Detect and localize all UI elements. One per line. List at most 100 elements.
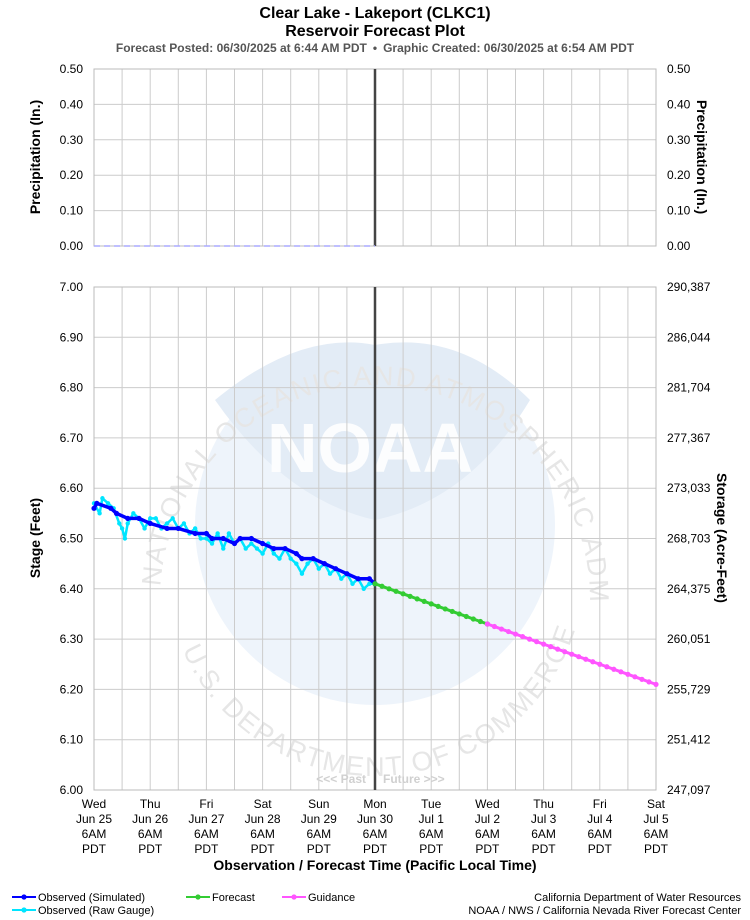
stage-y-tick-right: 247,097 — [667, 783, 711, 797]
precip-y-tick-left: 0.20 — [60, 168, 84, 182]
observed_raw-point — [226, 531, 232, 536]
stage-y-tick-left: 6.40 — [60, 582, 84, 596]
forecast-point — [386, 586, 392, 592]
x-tick-label: Jul 1 — [419, 812, 445, 826]
observed_raw-point — [350, 581, 355, 586]
x-tick-label: PDT — [194, 842, 219, 856]
x-tick-label: 6AM — [138, 827, 163, 841]
observed_simulated-point — [91, 505, 97, 511]
observed_simulated-line — [92, 501, 377, 586]
chart-subtitle: Reservoir Forecast Plot — [285, 23, 465, 40]
observed_raw-point — [221, 546, 226, 551]
forecast-point — [393, 588, 399, 594]
stage-y-tick-right: 290,387 — [667, 280, 711, 294]
guidance-point — [562, 649, 568, 655]
forecast-point — [414, 596, 420, 602]
stage-y-tick-right: 286,044 — [667, 330, 711, 344]
observed_raw-point — [131, 511, 136, 516]
observed_simulated-point — [209, 535, 215, 542]
credit-line-2: NOAA / NWS / California Nevada River For… — [468, 905, 741, 917]
stage-y-tick-left: 6.80 — [60, 381, 84, 395]
x-tick-label: Jul 3 — [531, 812, 557, 826]
precip-y-tick-right: 0.20 — [667, 168, 691, 182]
x-tick-label: PDT — [419, 842, 444, 856]
observed_raw-point — [181, 521, 187, 526]
guidance-point — [597, 661, 603, 667]
observed_raw-point — [97, 511, 102, 516]
stage-panel: 6.00 247,097 6.10 251,412 6.20 255,729 6.30 260… — [27, 280, 730, 797]
precipitation-panel: 0.00 0.00 0.10 0.10 0.20 0.20 0.30 0.30 0.40 0.40… — [27, 62, 710, 253]
legend: Observed (Simulated)Observed (Raw Gauge)… — [12, 892, 355, 917]
forecast-point — [379, 583, 385, 589]
observed_raw-point — [125, 521, 130, 526]
observed_simulated-point — [192, 530, 198, 537]
observed_simulated-point — [355, 576, 361, 582]
precip-y-tick-left: 0.40 — [60, 97, 84, 111]
future-label: Future >>> — [383, 772, 445, 786]
forecast-point — [456, 611, 462, 617]
observed_raw-point — [327, 571, 333, 576]
guidance-point — [569, 651, 575, 657]
guidance-point — [611, 666, 617, 672]
x-tick-label: Thu — [140, 797, 161, 811]
guidance-point — [576, 654, 582, 660]
observed_raw-point — [271, 551, 277, 556]
forecast-point — [463, 613, 469, 620]
guidance-point — [512, 631, 519, 637]
observed_simulated-point — [333, 566, 339, 572]
observed_simulated-point — [260, 540, 266, 547]
x-tick-label: Jul 5 — [643, 812, 669, 826]
x-tick-label: PDT — [363, 842, 388, 856]
stage-y-label-left: Stage (Feet) — [27, 498, 43, 578]
observed_raw-point — [299, 571, 305, 576]
guidance-point — [583, 656, 589, 662]
precip-y-tick-right: 0.30 — [667, 133, 691, 147]
precip-y-label-left: Precipitation (In.) — [27, 100, 43, 214]
stage-y-tick-left: 6.10 — [60, 733, 84, 747]
posted-info: Forecast Posted: 06/30/2025 at 6:44 AM P… — [116, 41, 635, 55]
observed_raw-point — [288, 556, 293, 561]
observed_raw-point — [148, 516, 153, 521]
precip-y-label-right: Precipitation (In.) — [694, 100, 710, 214]
x-tick-label: 6AM — [644, 827, 669, 841]
observed_simulated-point — [344, 571, 350, 577]
observed_simulated-point — [248, 535, 254, 542]
observed_simulated-point — [94, 500, 100, 506]
x-tick-label: 6AM — [419, 827, 444, 841]
x-tick-label: PDT — [251, 842, 276, 856]
guidance-point — [639, 676, 645, 682]
observed_simulated-point — [231, 540, 238, 547]
observed_simulated-point — [113, 510, 120, 516]
observed_raw-point — [249, 541, 254, 546]
guidance-point — [519, 633, 526, 640]
x-tick-label: Sat — [647, 797, 666, 811]
stage-y-tick-right: 268,703 — [667, 532, 711, 546]
x-tick-label: Mon — [363, 797, 386, 811]
x-tick-label: 6AM — [250, 827, 275, 841]
legend-label: Forecast — [212, 892, 255, 904]
precip-y-tick-right: 0.50 — [667, 62, 691, 76]
forecast-point — [421, 598, 427, 604]
stage-series — [91, 496, 659, 687]
x-tick-label: Tue — [421, 797, 442, 811]
observed_simulated-point — [310, 556, 316, 562]
forecast-point — [428, 601, 434, 607]
forecast-point — [400, 591, 406, 597]
legend-label: Observed (Raw Gauge) — [38, 905, 154, 917]
stage-y-ticks: 6.00 247,097 6.10 251,412 6.20 255,729 6.30 260… — [60, 280, 711, 797]
precipitation-y-ticks: 0.00 0.00 0.10 0.10 0.20 0.20 0.30 0.30 0.40 0.40… — [60, 62, 691, 253]
legend-label: Guidance — [308, 892, 355, 904]
observed_simulated-point — [282, 545, 288, 552]
chart-title: Clear Lake - Lakeport (CLKC1) — [259, 5, 490, 22]
guidance-point — [484, 621, 490, 627]
x-tick-label: Fri — [199, 797, 213, 811]
stage-y-tick-right: 255,729 — [667, 682, 711, 696]
legend-swatch-point — [21, 907, 27, 913]
x-tick-label: PDT — [475, 842, 500, 856]
observed_simulated-point — [175, 525, 181, 532]
stage-y-tick-right: 264,375 — [667, 582, 711, 596]
observed_raw-point — [254, 546, 260, 551]
observed_raw-point — [305, 561, 310, 566]
x-tick-label: Sun — [308, 797, 329, 811]
